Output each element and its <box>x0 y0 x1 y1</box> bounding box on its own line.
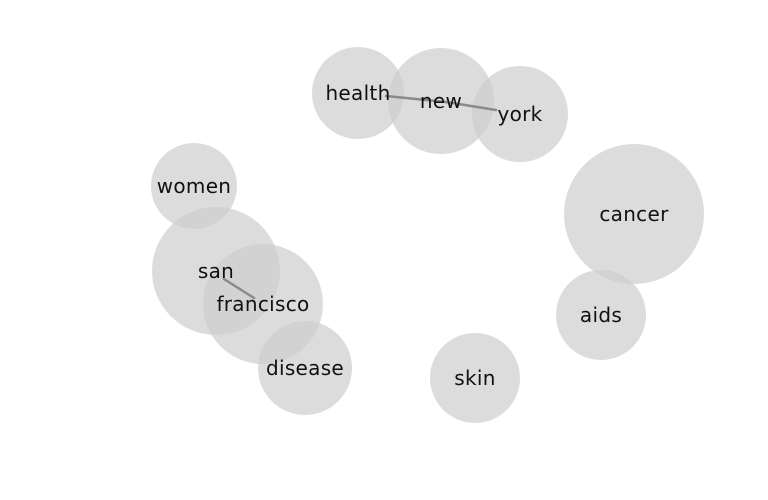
bubble-aids <box>556 270 646 360</box>
bubble-york <box>472 66 568 162</box>
node-label-aids: aids <box>580 303 622 327</box>
node-label-women: women <box>157 174 232 198</box>
bubble-layer <box>151 47 704 423</box>
bubble-health <box>312 47 404 139</box>
edge-new-york <box>444 100 498 112</box>
node-label-san: san <box>198 259 234 283</box>
node-label-skin: skin <box>454 366 495 390</box>
node-label-york: york <box>497 102 542 126</box>
node-label-health: health <box>325 81 390 105</box>
node-label-new: new <box>420 89 462 113</box>
edge-san-francisco <box>222 277 256 300</box>
edge-layer <box>222 94 498 300</box>
edge-health-new <box>384 94 448 104</box>
bubble-disease <box>258 321 352 415</box>
node-label-disease: disease <box>266 356 344 380</box>
node-label-francisco: francisco <box>216 292 309 316</box>
bubble-cancer <box>564 144 704 284</box>
label-layer: health new york women cancer san francisco aids… <box>157 81 669 390</box>
bubble-skin <box>430 333 520 423</box>
node-label-cancer: cancer <box>599 202 669 226</box>
